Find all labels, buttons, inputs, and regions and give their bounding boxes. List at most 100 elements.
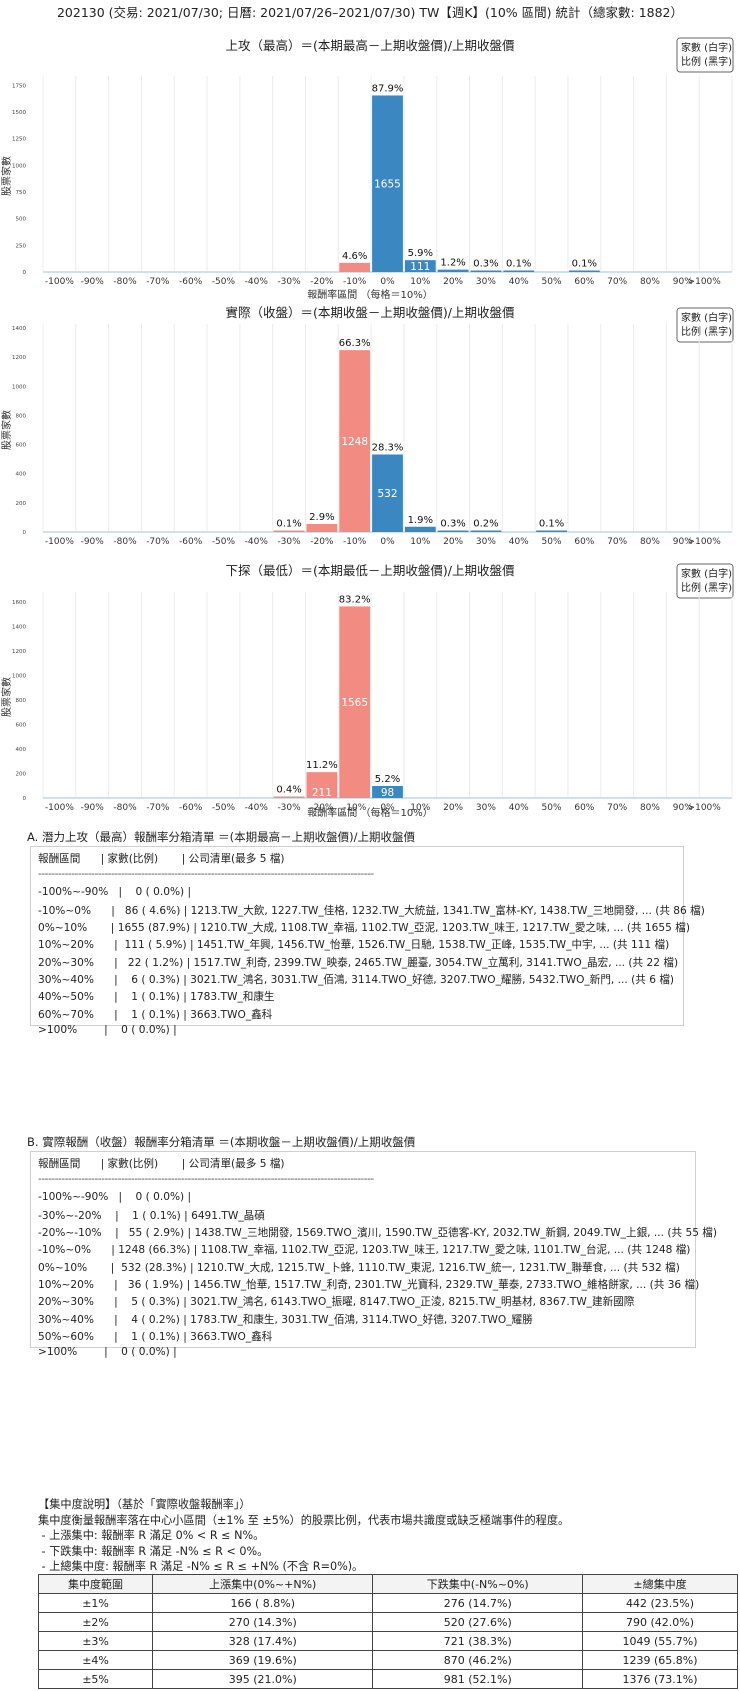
x-tick-label: -50% <box>212 537 236 547</box>
chart-title: 上攻（最高）＝(本期最高－上期收盤價)/上期收盤價 <box>226 38 515 53</box>
bar <box>568 270 600 272</box>
x-tick-label: -40% <box>245 277 269 287</box>
bar-count-label: 1655 <box>374 179 401 191</box>
y-tick-label: 800 <box>16 413 27 419</box>
section-a-row: -10%~0% | 86 ( 4.6%) | 1213.TW_大飲, 1227.… <box>38 904 705 917</box>
y-tick-label: 1600 <box>12 600 26 606</box>
y-tick-label: 800 <box>16 698 27 704</box>
table-row: ±1% 166 ( 8.8%) 276 (14.7%) 442 (23.5%) <box>37 1593 738 1613</box>
bar <box>273 796 305 798</box>
x-tick-label: 0% <box>380 537 395 547</box>
x-axis-label: 報酬率區間 （每格＝10%） <box>307 806 432 819</box>
x-tick-label: -60% <box>179 277 203 287</box>
table-cell: 1376 (73.1%) <box>582 1669 738 1689</box>
bar <box>536 530 567 532</box>
y-tick-label: 1250 <box>12 137 26 143</box>
bar-pct-label: 0.1% <box>539 519 564 530</box>
bar-count-label: 1565 <box>341 697 368 709</box>
x-tick-label: -40% <box>245 537 269 547</box>
section-a-row: 60%~70% | 1 ( 0.1%) | 3663.TWO_鑫科 <box>38 1008 273 1021</box>
x-tick-label: 60% <box>574 537 594 547</box>
bar-pct-label: 0.2% <box>473 519 498 530</box>
bar-pct-label: 2.9% <box>309 512 334 523</box>
table-header-cell: 下跌集中(-N%~0%) <box>372 1574 584 1594</box>
bar <box>372 786 403 798</box>
y-tick-label: 750 <box>16 190 27 196</box>
x-tick-label: -10% <box>343 803 367 813</box>
bar <box>273 530 305 532</box>
y-tick-label: 400 <box>16 472 27 478</box>
bar <box>372 95 403 272</box>
bar-pct-label: 0.3% <box>440 519 465 530</box>
y-tick-label: 1400 <box>12 625 26 631</box>
bar <box>404 260 436 272</box>
chart-upside: 上攻（最高）＝(本期最高－上期收盤價)/上期收盤價 家數 (白字)比例 (黑字) 0… <box>0 37 734 300</box>
y-tick-label: 600 <box>16 723 27 729</box>
x-tick-label: 0% <box>380 803 395 813</box>
bar-pct-label: 11.2% <box>306 760 338 771</box>
bar-pct-label: 87.9% <box>372 83 404 94</box>
table-row: ±5% 395 (21.0%) 981 (52.1%) 1376 (73.1%) <box>37 1669 738 1689</box>
table-cell: ±2% <box>37 1612 154 1632</box>
section-a-row: -100%~-90% | 0 ( 0.0%) | <box>38 885 192 898</box>
legend-box <box>676 37 734 73</box>
x-tick-label: 50% <box>542 803 562 813</box>
y-axis-label: 股票家數 <box>0 156 13 196</box>
table-cell: 1239 (65.8%) <box>582 1650 738 1670</box>
bar <box>306 772 338 798</box>
y-tick-label: 0 <box>23 530 27 536</box>
x-tick-label: 0% <box>380 277 395 287</box>
section-b-title: B. 實際報酬（收盤）報酬率分箱清單 ＝(本期收盤－上期收盤價)/上期收盤價 <box>27 1135 416 1149</box>
bar-pct-label: 5.2% <box>375 774 400 785</box>
table-cell: 520 (27.6%) <box>372 1612 584 1632</box>
section-b-row: 0%~10% | 532 (28.3%) | 1210.TW_大成, 1215.… <box>38 1261 680 1274</box>
section-b-row: 50%~60% | 1 ( 0.1%) | 3663.TWO_鑫科 <box>38 1330 273 1343</box>
y-tick-label: 1400 <box>12 326 26 332</box>
x-tick-label: 50% <box>542 537 562 547</box>
x-tick-label: 40% <box>509 537 529 547</box>
bar-pct-label: 0.1% <box>572 259 597 270</box>
y-axis-label: 股票家數 <box>0 677 13 717</box>
bar <box>404 526 436 532</box>
x-tick-label: -100% <box>45 803 74 813</box>
x-tick-label: -50% <box>212 277 236 287</box>
x-tick-label: -70% <box>146 277 170 287</box>
y-tick-label: 0 <box>23 270 27 276</box>
legend-box <box>676 563 734 599</box>
x-tick-label: 20% <box>443 277 463 287</box>
legend-box <box>676 307 734 343</box>
table-header-cell: 上漲集中(0%~+N%) <box>152 1574 374 1594</box>
x-tick-label: -20% <box>310 537 334 547</box>
concentration-table: 集中度範圍 上漲集中(0%~+N%) 下跌集中(-N%~0%) ±總集中度 ±1… <box>37 1574 738 1689</box>
legend-entry: 比例 (黑字) <box>681 325 732 338</box>
bar <box>339 262 371 272</box>
section-b-row: -20%~-10% | 55 ( 2.9%) | 1438.TW_三地開發, 1… <box>38 1227 718 1240</box>
x-tick-label: -30% <box>277 537 301 547</box>
legend-entry: 家數 (白字) <box>681 41 732 54</box>
x-tick-label: >100% <box>688 537 722 547</box>
table-cell: 442 (23.5%) <box>582 1593 738 1613</box>
x-tick-label: 10% <box>410 277 430 287</box>
bar-pct-label: 4.6% <box>342 251 367 262</box>
bar-pct-label: 83.2% <box>339 594 371 605</box>
table-row: ±4% 369 (19.6%) 870 (46.2%) 1239 (65.8%) <box>37 1650 738 1670</box>
section-b-row: -100%~-90% | 0 ( 0.0%) | <box>38 1190 192 1203</box>
x-tick-label: 90% <box>673 277 693 287</box>
chart-close: 實際（收盤）＝(本期收盤－上期收盤價)/上期收盤價 家數 (白字)比例 (黑字) 0… <box>0 305 734 547</box>
table-cell: 276 (14.7%) <box>372 1593 584 1613</box>
chart-title: 下探（最低）＝(本期最低－上期收盤價)/上期收盤價 <box>226 563 515 578</box>
table-row: ±3% 328 (17.4%) 721 (38.3%) 1049 (55.7%) <box>37 1631 738 1651</box>
legend-entry: 比例 (黑字) <box>681 55 732 68</box>
table-header-cell: 集中度範圍 <box>37 1574 154 1594</box>
x-tick-label: 90% <box>673 537 693 547</box>
x-tick-label: -90% <box>81 277 105 287</box>
x-tick-label: 80% <box>640 277 660 287</box>
table-cell: 790 (42.0%) <box>582 1612 738 1632</box>
section-b-row: -10%~0% | 1248 (66.3%) | 1108.TW_幸福, 110… <box>38 1244 691 1257</box>
x-tick-label: 50% <box>542 277 562 287</box>
section-b-separator: ----------------------------------------… <box>38 1173 374 1186</box>
bar-count-label: 111 <box>410 261 430 273</box>
bar-pct-label: 66.3% <box>339 338 371 349</box>
concentration-note-line: - 下跌集中: 報酬率 R 滿足 -N% ≤ R < 0%。 <box>38 1544 269 1558</box>
x-tick-label: -30% <box>277 803 301 813</box>
